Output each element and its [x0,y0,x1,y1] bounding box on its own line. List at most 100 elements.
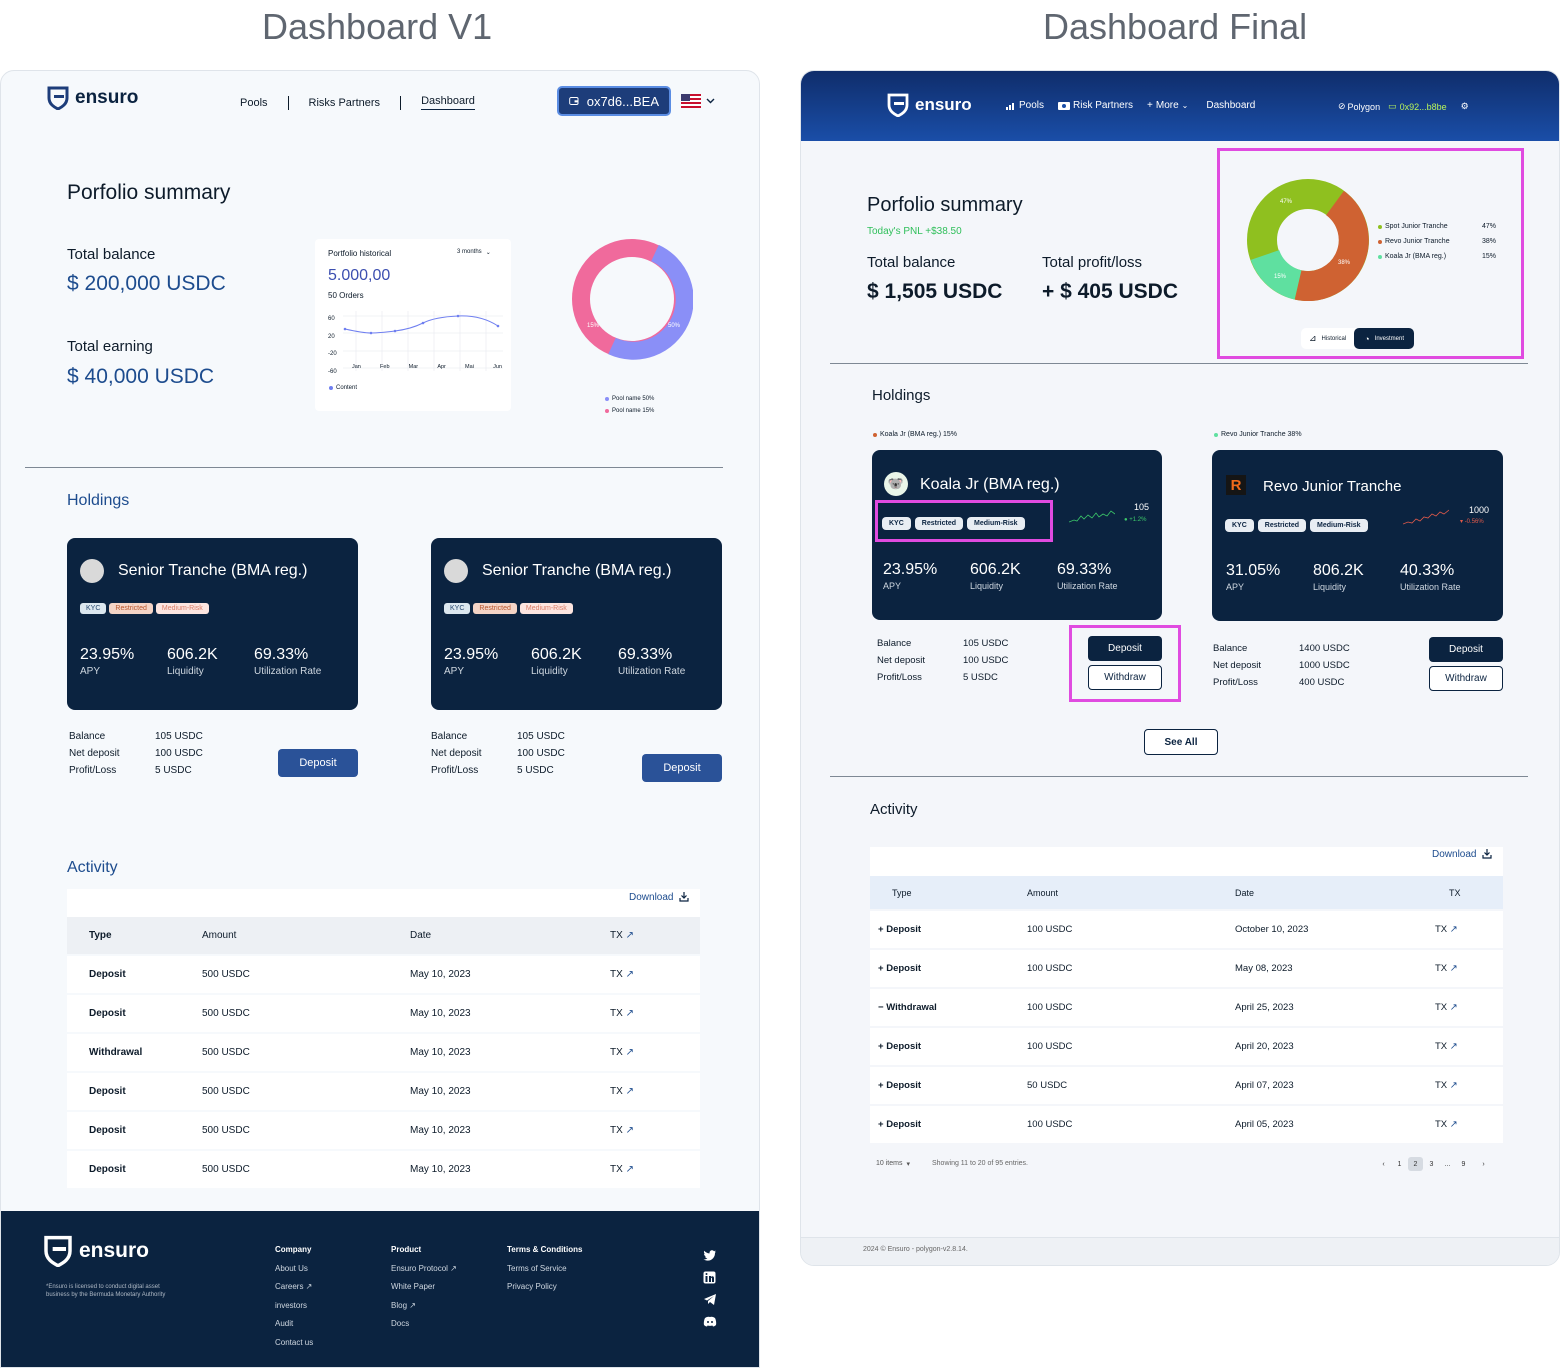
donut-legend: Pool name 50% Pool name 15% [605,393,654,417]
page-ellipsis: ... [1444,1160,1451,1168]
withdraw-button[interactable]: Withdraw [1429,666,1503,691]
footer-link[interactable]: investors [275,1300,308,1310]
footer-link[interactable]: Contact us [275,1337,314,1347]
wallet-button[interactable]: ox7d6...BEA [557,86,671,116]
twitter-icon[interactable] [703,1249,717,1262]
nav-risk-partners[interactable]: Risk Partners [1058,100,1133,111]
legend-item: Spot Junior Tranche 47% [1378,219,1496,234]
footer-link[interactable]: Blog ↗ [391,1300,416,1310]
stat-utilization: 69.33% Utilization Rate [254,646,322,677]
footer-link[interactable]: About Us [275,1263,308,1273]
table-row: Deposit 500 USDC May 10, 2023 TX ↗ [67,1073,700,1112]
tx-link[interactable]: TX ↗ [1435,1041,1458,1052]
footer-link[interactable]: White Paper [391,1282,436,1291]
holding-card[interactable]: 🐨 Koala Jr (BMA reg.) KYC Restricted Mediu… [872,450,1162,620]
copyright-text: 2024 © Ensuro - polygon-v2.8.14. [863,1246,968,1253]
tx-link[interactable]: TX ↗ [1435,924,1458,935]
footer-link[interactable]: Privacy Policy [507,1282,557,1291]
next-page-chevron-icon[interactable]: › [1482,1160,1485,1168]
footer-link[interactable]: Ensuro Protocol ↗ [391,1263,457,1273]
tag-medium-risk: Medium-Risk [519,603,573,614]
toggle-investment[interactable]: ◔ Investment [1354,328,1415,349]
discord-icon[interactable] [703,1315,717,1328]
table-header: Type Amount Date TX [870,876,1503,911]
stat-apy: 31.05% APY [1226,562,1281,592]
language-selector[interactable] [681,94,715,108]
page-9[interactable]: 9 [1461,1160,1466,1168]
download-button[interactable]: Download [629,891,690,903]
pool-name: Senior Tranche (BMA reg.) [118,562,308,579]
deposit-button[interactable]: Deposit [278,749,358,777]
external-link-icon: ↗ [625,1047,634,1058]
tx-link[interactable]: TX ↗ [610,1047,634,1058]
holding-card[interactable]: Senior Tranche (BMA reg.) KYC Restricted M… [67,538,358,710]
tx-link[interactable]: TX ↗ [1435,1080,1458,1091]
holding-card[interactable]: R Revo Junior Tranche KYC Restricted Mediu… [1212,450,1503,621]
tx-link[interactable]: TX ↗ [1435,1002,1458,1013]
prev-page-chevron-icon[interactable]: ‹ [1382,1160,1385,1168]
entries-info: Showing 11 to 20 of 95 entries. [932,1160,1028,1167]
nav-pools[interactable]: Pools [240,96,268,109]
table-row: Deposit 500 USDC May 10, 2023 TX ↗ [67,995,700,1034]
settings-gear-icon[interactable]: ⚙ [1460,101,1469,111]
wallet-address: ox7d6...BEA [586,93,659,109]
nav-pools[interactable]: Pools [1006,100,1044,111]
x-tick: Jun [493,364,502,370]
toggle-historical[interactable]: ⊿ Historical [1309,333,1347,343]
table-row: − Withdrawal 100 USDC April 25, 2023 TX ↗ [870,989,1503,1028]
page-3[interactable]: 3 [1429,1160,1434,1168]
total-balance-value: $ 200,000 USDC [67,272,226,295]
range-select[interactable]: 3 months ⌄ [457,249,491,256]
holding-card[interactable]: Senior Tranche (BMA reg.) KYC Restricted M… [431,538,722,710]
nav-risk-partners[interactable]: Risks Partners [308,96,381,109]
holding-balance-values: 105 USDC 100 USDC 5 USDC [963,638,1009,683]
footer-link[interactable]: Careers ↗ [275,1282,313,1291]
footer-link[interactable]: Audit [275,1319,294,1328]
page-2-current[interactable]: 2 [1408,1157,1423,1171]
see-all-button[interactable]: See All [1144,729,1218,755]
sparkline-chart [1069,510,1115,523]
telegram-icon[interactable] [703,1293,717,1306]
nav-dashboard[interactable]: Dashboard [1206,100,1256,111]
deposit-button[interactable]: Deposit [642,754,722,782]
historical-value: 5.000,00 [328,267,391,284]
tx-link[interactable]: TX ↗ [610,1086,634,1097]
footer-logo[interactable]: ensuro [43,1235,149,1267]
deposit-button[interactable]: Deposit [1429,637,1503,662]
tx-link[interactable]: TX ↗ [610,1125,634,1136]
spark-change: ● +1.2% [1124,517,1147,523]
tx-link[interactable]: TX ↗ [610,1008,634,1019]
highlight-frame [1069,625,1181,702]
withdraw-button[interactable]: Withdraw [1088,665,1162,690]
download-button[interactable]: Download [1432,848,1493,860]
nav-dashboard[interactable]: Dashboard [421,95,475,110]
ensuro-shield-icon [887,93,909,117]
tx-link[interactable]: TX ↗ [1435,963,1458,974]
page-size-select[interactable]: 10 items ▾ [876,1160,910,1168]
footer-link[interactable]: Terms of Service [507,1263,567,1273]
ensuro-shield-icon [44,1235,72,1267]
linkedin-icon[interactable] [703,1271,717,1284]
nav-more[interactable]: + More ⌄ [1147,100,1189,111]
portfolio-summary-title: Porfolio summary [867,194,1023,216]
tag-restricted: Restricted [473,603,517,614]
holding-balance-labels: Balance Net deposit Profit/Loss [69,731,120,776]
network-selector[interactable]: ⊘ Polygon [1338,101,1381,112]
footer-terms: Terms & Conditions Terms of Service Priv… [507,1241,582,1297]
ensuro-logo[interactable]: ensuro [887,93,972,117]
brand-name: ensuro [79,1239,150,1262]
deposit-button[interactable]: Deposit [1088,636,1162,661]
holding-balance-labels: Balance Net deposit Profit/Loss [1213,643,1262,688]
tag-restricted: Restricted [914,517,964,530]
tx-link[interactable]: TX ↗ [1435,1119,1458,1130]
ensuro-logo[interactable]: ensuro [47,86,138,110]
table-row: Deposit 500 USDC May 10, 2023 TX ↗ [67,956,700,995]
historical-line-chart [343,311,503,371]
us-flag-icon [681,94,701,108]
tx-link[interactable]: TX ↗ [610,1164,634,1175]
legend-dot [329,386,333,390]
wallet-button[interactable]: ▭ 0x92...b8be [1388,101,1447,112]
footer-link[interactable]: Docs [391,1319,410,1328]
page-1[interactable]: 1 [1397,1160,1402,1168]
tx-link[interactable]: TX ↗ [610,969,634,980]
